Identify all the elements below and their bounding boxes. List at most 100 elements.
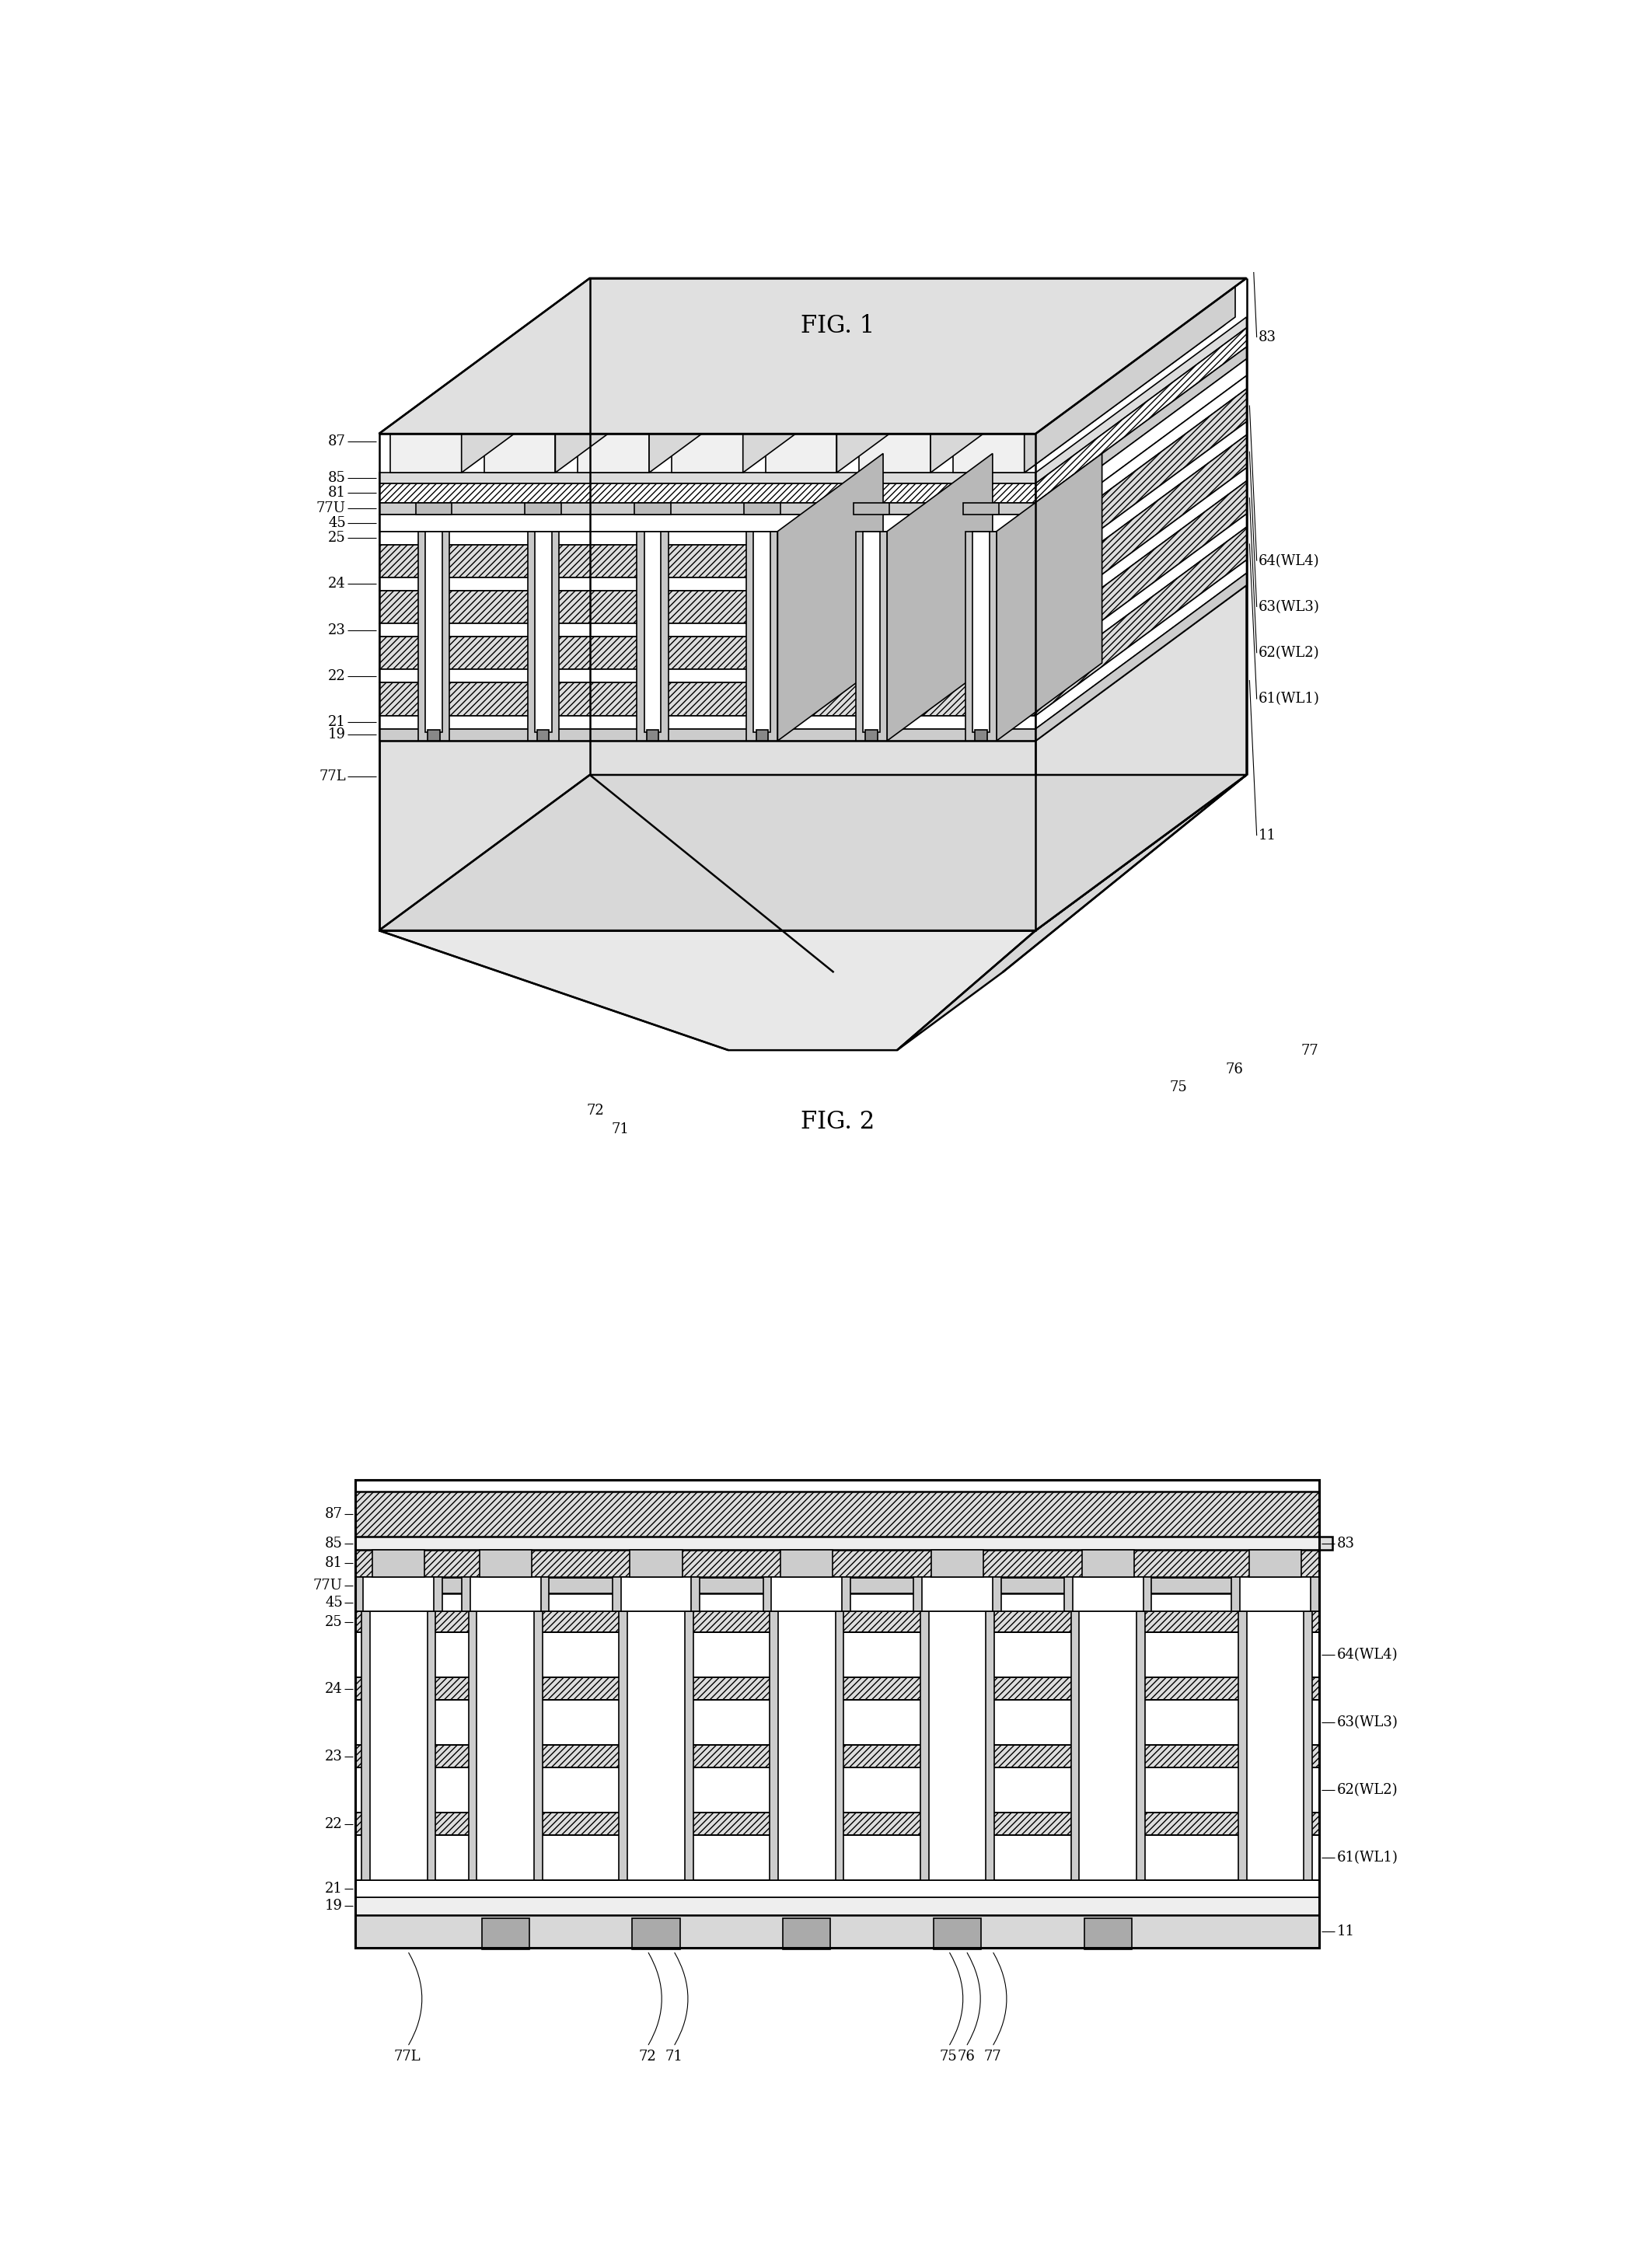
Bar: [373, 1549, 425, 1576]
Bar: [355, 1835, 1319, 1880]
Text: 77U: 77U: [314, 1579, 343, 1592]
Text: 81: 81: [325, 1556, 343, 1569]
Bar: [1083, 1919, 1132, 1950]
Bar: [379, 717, 1036, 728]
Polygon shape: [379, 279, 1247, 433]
Polygon shape: [1036, 574, 1247, 742]
Bar: [355, 1613, 1319, 1633]
Bar: [629, 1549, 683, 1576]
Bar: [379, 515, 1036, 531]
Bar: [538, 730, 549, 742]
Bar: [1232, 1576, 1319, 1613]
Text: 72: 72: [639, 2050, 657, 2064]
Polygon shape: [897, 776, 1247, 1050]
Bar: [1248, 1549, 1301, 1576]
Polygon shape: [1036, 347, 1247, 515]
Polygon shape: [1036, 388, 1247, 578]
Bar: [379, 590, 1036, 624]
Text: 87: 87: [328, 433, 346, 449]
Text: 71: 71: [665, 2050, 683, 2064]
Bar: [972, 531, 989, 733]
Text: 11: 11: [1258, 828, 1276, 844]
Bar: [363, 1576, 433, 1613]
Bar: [355, 1744, 1319, 1767]
Text: 64(WL4): 64(WL4): [1258, 553, 1320, 567]
Polygon shape: [1036, 481, 1247, 669]
Bar: [462, 1576, 549, 1613]
Bar: [853, 503, 889, 515]
Bar: [418, 531, 449, 742]
Polygon shape: [461, 286, 662, 472]
Bar: [619, 1613, 693, 1880]
Text: 85: 85: [328, 472, 346, 485]
Bar: [928, 1613, 985, 1880]
Polygon shape: [649, 286, 850, 472]
Text: 61(WL1): 61(WL1): [1258, 692, 1320, 705]
Bar: [369, 1613, 426, 1880]
Bar: [1247, 1613, 1304, 1880]
Polygon shape: [778, 454, 882, 742]
Bar: [920, 1613, 995, 1880]
Polygon shape: [1036, 318, 1247, 483]
Bar: [644, 531, 662, 733]
Bar: [425, 531, 443, 733]
Bar: [771, 1576, 842, 1613]
Bar: [482, 1919, 529, 1950]
Bar: [355, 1633, 1319, 1678]
Bar: [866, 730, 877, 742]
Bar: [747, 531, 778, 742]
Polygon shape: [953, 286, 1226, 433]
Bar: [379, 544, 1036, 578]
Text: 45: 45: [325, 1597, 343, 1610]
Text: 85: 85: [325, 1535, 343, 1551]
Text: 76: 76: [958, 2050, 975, 2064]
Bar: [1082, 1549, 1134, 1576]
Bar: [863, 531, 879, 733]
Polygon shape: [1036, 376, 1247, 544]
Bar: [355, 1481, 1319, 1948]
Polygon shape: [672, 286, 943, 433]
Text: 62(WL2): 62(WL2): [1337, 1783, 1399, 1796]
Text: 21: 21: [325, 1882, 343, 1896]
Bar: [1239, 1613, 1312, 1880]
Bar: [355, 1481, 1319, 1948]
Bar: [379, 728, 1036, 742]
Polygon shape: [1036, 422, 1247, 590]
Bar: [355, 1576, 443, 1613]
Bar: [379, 578, 1036, 590]
Bar: [379, 472, 1036, 483]
Bar: [379, 683, 1036, 717]
Bar: [962, 503, 998, 515]
Bar: [471, 1576, 541, 1613]
Bar: [355, 1701, 1319, 1744]
Text: 62(WL2): 62(WL2): [1258, 646, 1320, 660]
Bar: [763, 1576, 850, 1613]
Text: 21: 21: [328, 714, 346, 730]
Polygon shape: [391, 286, 662, 433]
Bar: [632, 1919, 680, 1950]
Polygon shape: [1036, 467, 1247, 637]
Bar: [361, 1613, 436, 1880]
Bar: [355, 1549, 1319, 1576]
Text: 63(WL3): 63(WL3): [1258, 601, 1320, 615]
Polygon shape: [1036, 329, 1247, 503]
Text: 63(WL3): 63(WL3): [1337, 1715, 1399, 1730]
Bar: [379, 669, 1036, 683]
Bar: [355, 1880, 1319, 1896]
Bar: [479, 1549, 531, 1576]
Bar: [913, 1576, 1002, 1613]
Polygon shape: [997, 454, 1101, 742]
Polygon shape: [1036, 435, 1247, 624]
Polygon shape: [1036, 585, 1247, 930]
Polygon shape: [887, 454, 992, 742]
Bar: [355, 1914, 1319, 1948]
Bar: [757, 730, 768, 742]
Text: 76: 76: [1226, 1061, 1243, 1075]
Text: 24: 24: [328, 576, 346, 592]
Bar: [1070, 1613, 1145, 1880]
Polygon shape: [1036, 526, 1247, 717]
Bar: [528, 531, 559, 742]
Bar: [922, 1576, 992, 1613]
Text: 19: 19: [325, 1898, 343, 1912]
Text: 87: 87: [325, 1508, 343, 1522]
